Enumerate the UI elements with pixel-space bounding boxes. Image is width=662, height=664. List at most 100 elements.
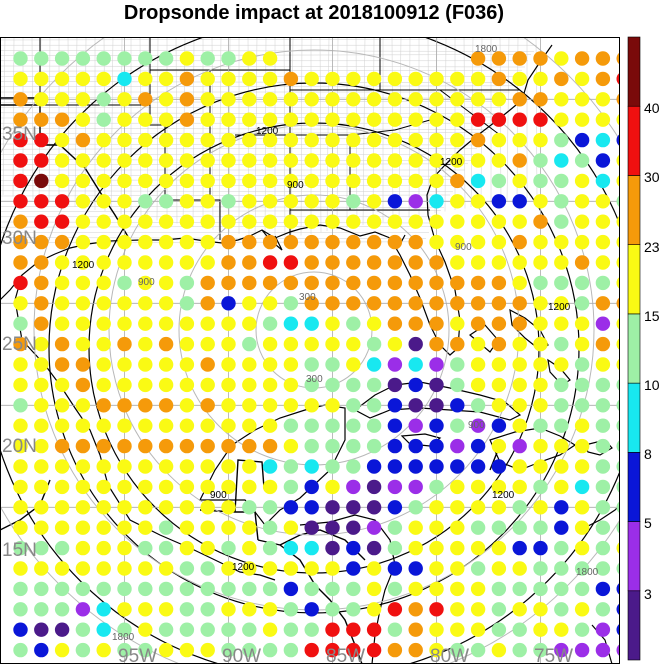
impact-dot [387,377,403,393]
impact-dot [554,357,569,372]
impact-dot [179,459,195,474]
impact-dot [346,398,361,413]
impact-dot [75,275,91,291]
county-line [427,37,430,215]
impact-dot [450,561,465,576]
impact-dot [117,418,132,433]
impact-dot [408,71,423,87]
impact-dot [179,173,195,189]
impact-dot [283,316,299,331]
impact-dot [470,255,486,270]
impact-dot [96,520,111,535]
impact-dot [533,214,548,229]
impact-dot [75,214,91,229]
impact-dot [117,561,132,576]
impact-dot [366,642,382,658]
impact-dot [574,459,590,474]
impact-dot [387,500,403,515]
impact-dot [75,418,91,433]
impact-dot [554,194,569,209]
impact-dot [533,438,548,454]
impact-dot [366,234,382,250]
impact-dot [242,479,257,495]
impact-dot [283,92,299,107]
impact-dot [554,214,569,229]
impact-dot [470,438,486,454]
impact-dot [283,71,299,87]
impact-dot [54,500,70,515]
impact-dot [595,520,611,535]
impact-dot [283,173,299,189]
impact-dot [200,153,215,168]
impact-dot [262,316,278,331]
impact-dot [138,194,153,209]
impact-dot [34,622,49,637]
impact-dot [117,234,132,250]
impact-dot [34,357,49,372]
impact-dot [512,642,527,658]
impact-dot [34,92,49,107]
impact-dot [574,71,590,87]
impact-dot [96,234,111,250]
impact-dot [325,500,340,515]
impact-dot [262,92,278,107]
impact-dot [200,561,215,576]
impact-dot [595,438,611,454]
impact-dot [408,561,423,576]
impact-dot [138,581,153,597]
impact-dot [262,255,278,270]
impact-dot [387,194,403,209]
impact-dot [470,153,486,168]
impact-dot [512,296,527,311]
ring-label-1200-southeast: 1200 [492,490,515,501]
impact-dot [13,479,28,495]
impact-dot [346,377,361,393]
impact-dot [75,153,91,168]
ring-labels: 1200 900 300 300 1200 900 1200 1800 1200… [72,44,599,643]
impact-dot [595,459,611,474]
impact-dot [595,296,611,311]
impact-dot [96,112,111,127]
impact-dot [408,438,423,454]
impact-dot [34,642,49,658]
impact-dot [429,92,444,107]
impact-dot [366,92,382,107]
impact-dot [138,500,153,515]
impact-dot [554,51,569,66]
impact-dot [13,336,28,352]
impact-dot [242,438,257,454]
impact-dot [470,418,486,433]
impact-dot [96,51,111,66]
lon-label-95w: 95W [118,646,157,664]
impact-dot [117,296,132,311]
impact-dot [179,540,195,556]
impact-dot [242,520,257,535]
impact-dot [200,642,215,658]
impact-dot [491,602,507,617]
impact-dot [200,92,215,107]
impact-dot [262,500,278,515]
impact-dot [429,500,444,515]
impact-dot [595,642,611,658]
county-line [0,128,490,130]
impact-dot [470,540,486,556]
impact-dot [554,153,569,168]
impact-dot [533,642,548,658]
impact-dot [470,622,486,637]
impact-dot [304,71,319,87]
impact-dot [75,92,91,107]
impact-dot [96,316,111,331]
impact-dot [408,153,423,168]
impact-dot [75,398,91,413]
impact-dot [283,561,299,576]
ring-label-900-southeast: 900 [468,420,485,431]
impact-dot [138,561,153,576]
impact-dot [283,500,299,515]
impact-dot [470,51,486,66]
impact-dot [54,561,70,576]
impact-dot [200,275,215,291]
impact-dot [533,418,548,433]
impact-dot [13,520,28,535]
impact-dot [262,275,278,291]
impact-dot [75,602,91,617]
